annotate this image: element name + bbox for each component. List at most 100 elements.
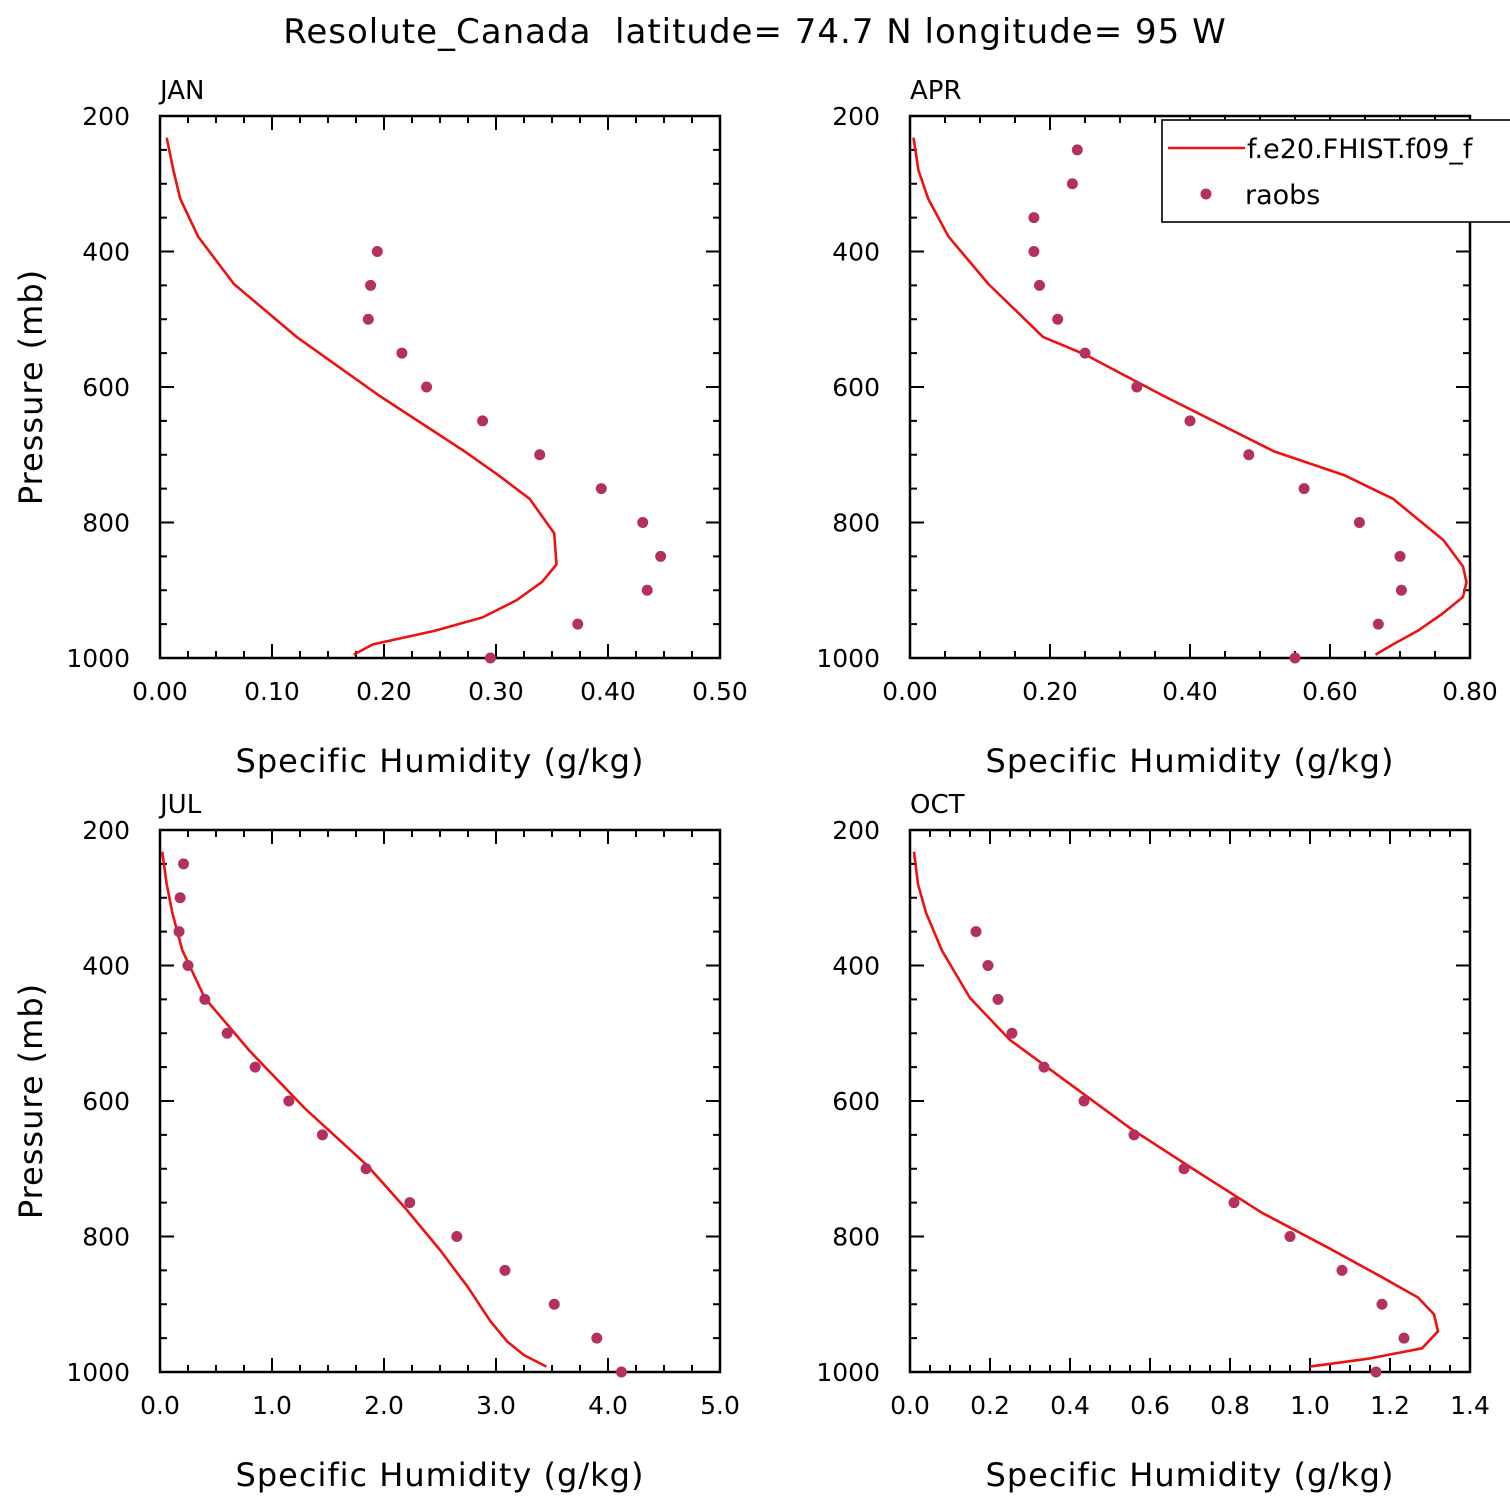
x-tick-label: 4.0 [588,1391,628,1420]
model-series-line [912,137,1468,656]
y-tick-label: 800 [832,509,880,538]
raobs-point [316,1129,328,1141]
y-tick-label: 200 [832,102,880,131]
x-tick-label: 0.40 [580,677,636,706]
page-title: Resolute_Canada latitude= 74.7 N longitu… [283,12,1227,52]
raobs-point [1370,1366,1382,1378]
panel-label: JUL [158,790,202,820]
y-tick-label: 200 [82,816,130,845]
raobs-point [655,550,667,562]
y-tick-label: 400 [832,952,880,981]
x-tick-label: 0.60 [1302,677,1358,706]
x-tick-label: 0.8 [1210,1391,1250,1420]
raobs-point [396,347,408,359]
x-tick-label: 2.0 [364,1391,404,1420]
x-tick-label: 0.20 [1022,677,1078,706]
raobs-point [1131,381,1143,393]
raobs-point [641,584,653,596]
raobs-point [1128,1129,1140,1141]
raobs-point [1289,652,1301,664]
x-tick-label: 0.0 [140,1391,180,1420]
raobs-point [572,618,584,630]
y-tick-label: 600 [82,373,130,402]
raobs-point [477,415,489,427]
raobs-point [615,1366,627,1378]
raobs-point [1178,1163,1190,1175]
raobs-point [591,1332,603,1344]
raobs-point [1395,584,1407,596]
y-tick-label: 200 [82,102,130,131]
y-tick-label: 1000 [66,644,130,673]
raobs-point [1376,1298,1388,1310]
raobs-point [362,313,374,325]
raobs-point [1372,618,1384,630]
x-axis-label: Specific Humidity (g/kg) [236,742,645,780]
x-axis-label: Specific Humidity (g/kg) [236,1456,645,1494]
plot-frame [908,828,1472,1374]
model-series-line [160,851,547,1368]
raobs-point [1078,1095,1090,1107]
raobs-point [283,1095,295,1107]
x-tick-label: 0.2 [970,1391,1010,1420]
legend-obs-swatch [1200,188,1212,200]
raobs-point [249,1061,261,1073]
raobs-point [970,926,982,938]
y-tick-label: 1000 [816,1358,880,1387]
panel-oct: 0.0 0.2 0.4 0.6 0.8 1.0 1.2 1.4 200 400 600 800 1000… [816,790,1490,1494]
y-tick-label: 600 [832,1087,880,1116]
raobs-point [360,1163,372,1175]
raobs-point [1034,279,1045,291]
raobs-point [178,858,190,870]
raobs-point [1228,1197,1240,1209]
raobs-point [1028,212,1040,224]
y-tick-label: 600 [82,1087,130,1116]
raobs-point [484,652,496,664]
raobs-point [637,517,649,528]
raobs-point [1336,1264,1348,1276]
raobs-point [595,483,607,495]
x-tick-label: 1.0 [252,1391,292,1420]
raobs-point [174,892,186,904]
y-tick-label: 1000 [816,644,880,673]
x-tick-label: 0.0 [890,1391,930,1420]
raobs-point [1243,449,1255,461]
panel-jul: 0.0 1.0 2.0 3.0 4.0 5.0 200 400 600 800 1000 Specif… [12,790,740,1494]
raobs-point [1028,246,1040,257]
raobs-point [1071,144,1083,156]
raobs-point [982,960,994,971]
y-tick-label: 800 [82,509,130,538]
plot-frame [158,114,722,660]
raobs-point [1353,517,1365,528]
raobs-point [1298,483,1310,495]
legend-model-label: f.e20.FHIST.f09_f [1247,134,1474,165]
x-tick-label: 0.30 [468,677,524,706]
model-series-line [912,851,1440,1368]
raobs-point [1394,550,1406,562]
y-axis-label: Pressure (mb) [12,983,50,1219]
x-tick-label: 0.6 [1130,1391,1170,1420]
x-tick-label: 0.10 [244,677,300,706]
x-axis-label: Specific Humidity (g/kg) [986,742,1395,780]
y-tick-label: 400 [82,952,130,981]
x-tick-label: 3.0 [476,1391,516,1420]
raobs-point [365,279,377,291]
raobs-point [404,1197,416,1209]
raobs-point [1038,1061,1050,1073]
raobs-point [1052,313,1064,325]
x-axis-label: Specific Humidity (g/kg) [986,1456,1395,1494]
raobs-point [451,1231,463,1242]
legend-box [1161,119,1510,223]
y-tick-label: 600 [832,373,880,402]
x-tick-label: 1.2 [1370,1391,1410,1420]
model-series-line [165,137,558,656]
raobs-point [1079,347,1091,359]
raobs-point [499,1264,511,1276]
raobs-point [548,1298,560,1310]
panel-label: OCT [910,790,965,820]
raobs-point [182,960,194,971]
raobs-point [1284,1231,1296,1242]
legend-obs-label: raobs [1245,180,1320,211]
raobs-point [1398,1332,1410,1344]
